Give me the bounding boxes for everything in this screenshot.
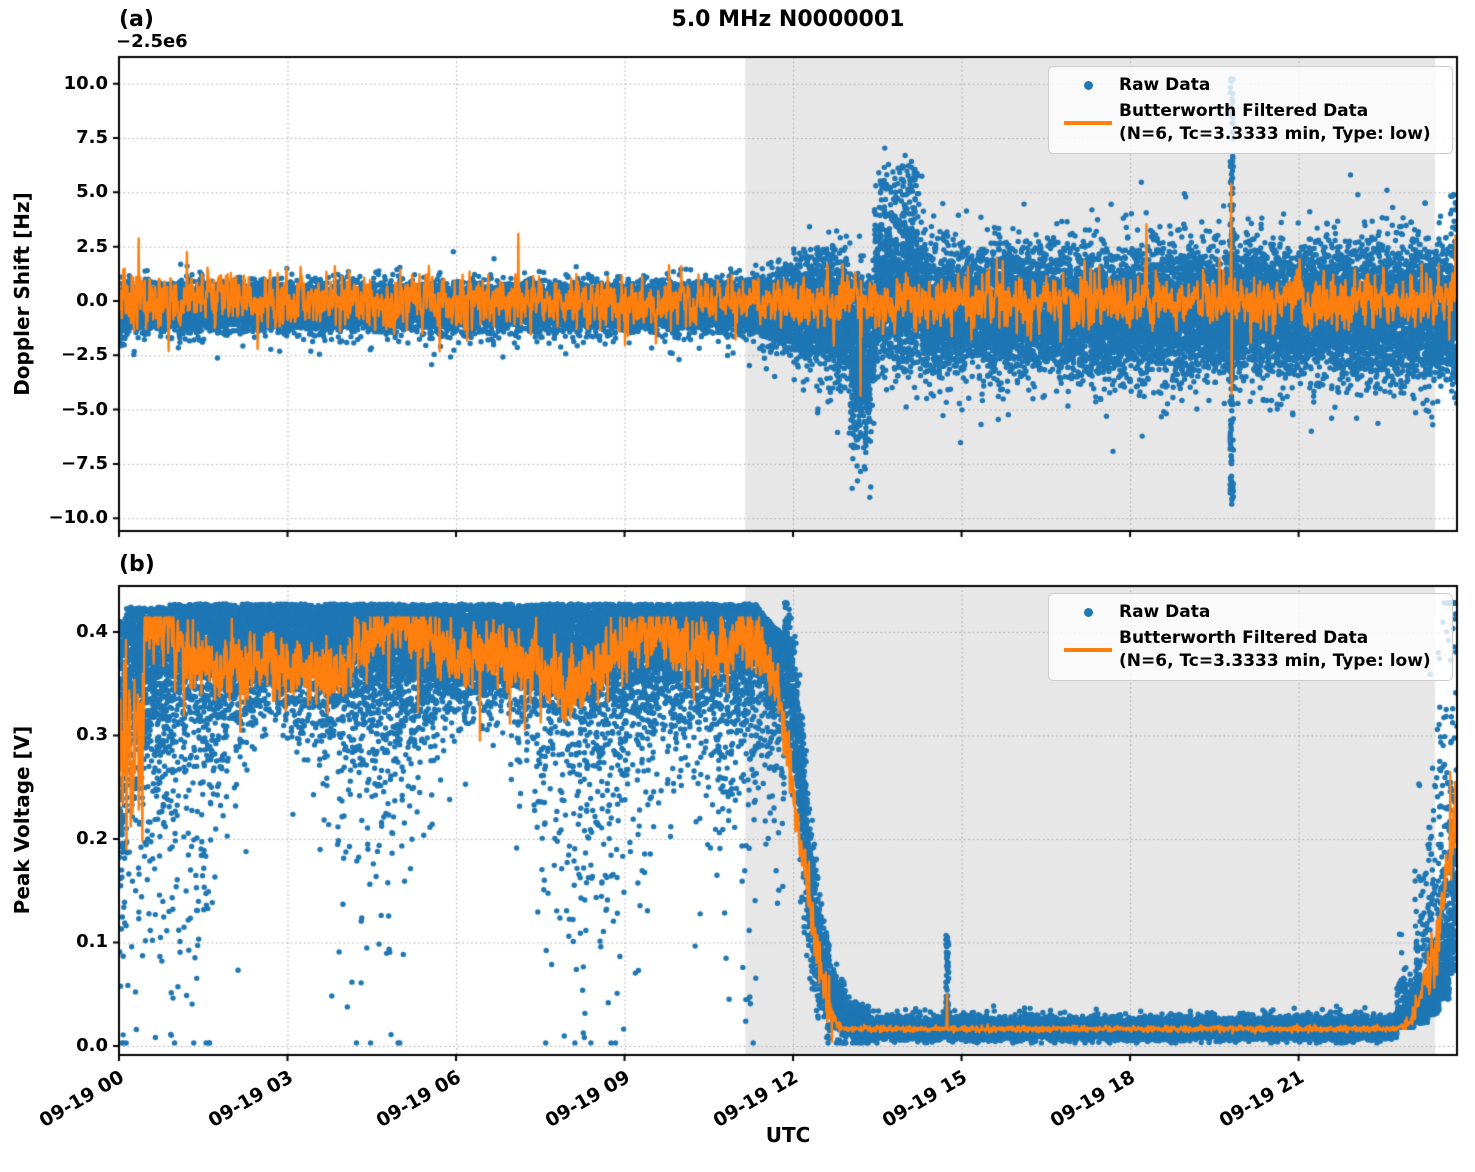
- panel-a-ytick-label: 5.0: [76, 181, 108, 203]
- panel-b-ytick-label: 0.3: [76, 724, 108, 746]
- legend-filtered-sublabel: (N=6, Tc=3.3333 min, Type: low): [1119, 651, 1431, 671]
- filtered-line-icon: [1064, 121, 1112, 125]
- legend-handle: [1057, 121, 1119, 125]
- legend-filtered-label: Butterworth Filtered Data: [1119, 101, 1369, 121]
- legend-handle: [1057, 648, 1119, 652]
- panel-a-ytick-label: 0.0: [76, 289, 108, 311]
- panel-a-ytick-label: −10.0: [48, 507, 109, 529]
- raw-data-marker-icon: [1083, 81, 1093, 90]
- legend-row-filtered: Butterworth Filtered Data (N=6, Tc=3.333…: [1057, 100, 1444, 146]
- panel-a-ytick-label: −7.5: [61, 452, 108, 474]
- filtered-line-icon: [1064, 648, 1112, 652]
- panel-b-ytick-label: 0.1: [76, 931, 108, 953]
- legend-filtered-label-block: Butterworth Filtered Data (N=6, Tc=3.333…: [1119, 100, 1431, 146]
- raw-data-marker-icon: [1083, 608, 1093, 617]
- x-axis-label: UTC: [765, 1123, 811, 1147]
- legend-handle: [1057, 608, 1119, 617]
- panel-b-ylabel: Peak Voltage [V]: [10, 725, 34, 915]
- panel-a-label: (a): [119, 7, 154, 32]
- legend-panel-a: Raw Data Butterworth Filtered Data (N=6,…: [1048, 66, 1453, 154]
- legend-filtered-sublabel: (N=6, Tc=3.3333 min, Type: low): [1119, 124, 1431, 144]
- legend-filtered-label: Butterworth Filtered Data: [1119, 628, 1369, 648]
- panel-b-ytick-label: 0.0: [76, 1034, 108, 1056]
- legend-row-raw: Raw Data: [1057, 74, 1444, 97]
- panel-a-ytick-label: −5.0: [61, 398, 108, 420]
- legend-raw-label: Raw Data: [1119, 75, 1211, 95]
- legend-filtered-label-block: Butterworth Filtered Data (N=6, Tc=3.333…: [1119, 627, 1431, 673]
- panel-b-ytick-label: 0.2: [76, 827, 108, 849]
- panel-a-y-offset-text: −2.5e6: [116, 31, 188, 52]
- legend-handle: [1057, 81, 1119, 90]
- panel-b-label: (b): [119, 552, 155, 577]
- panel-a-ytick-label: −2.5: [61, 344, 108, 366]
- legend-row-filtered: Butterworth Filtered Data (N=6, Tc=3.333…: [1057, 627, 1444, 673]
- panel-a-ytick-label: 2.5: [76, 235, 108, 257]
- legend-row-raw: Raw Data: [1057, 601, 1444, 624]
- figure-title: 5.0 MHz N0000001: [671, 7, 905, 32]
- legend-panel-b: Raw Data Butterworth Filtered Data (N=6,…: [1048, 593, 1453, 681]
- panel-a-ytick-label: 7.5: [76, 127, 108, 149]
- panel-b-ytick-label: 0.4: [76, 620, 108, 642]
- legend-raw-label: Raw Data: [1119, 602, 1211, 622]
- panel-a-ytick-label: 10.0: [63, 72, 108, 94]
